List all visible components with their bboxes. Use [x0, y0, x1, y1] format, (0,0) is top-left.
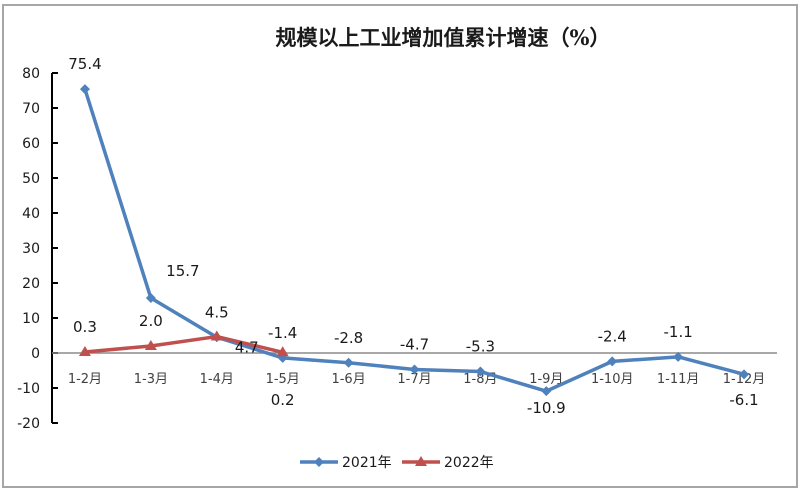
data-point-diamond — [607, 356, 618, 367]
x-tick-label: 1-6月 — [331, 372, 365, 387]
y-tick-label: 40 — [22, 206, 40, 222]
y-tick-label: 20 — [22, 276, 40, 292]
x-tick-label: 1-3月 — [134, 372, 168, 387]
data-label: 4.5 — [205, 303, 229, 321]
data-label: 4.7 — [235, 339, 259, 357]
data-point-diamond — [541, 386, 552, 397]
y-tick-label: 0 — [31, 346, 40, 362]
data-label: -10.9 — [527, 399, 566, 417]
data-point-diamond — [739, 369, 750, 380]
x-tick-label: 1-7月 — [397, 372, 431, 387]
y-tick-label: 80 — [22, 66, 40, 82]
legend-label: 2022年 — [444, 455, 494, 471]
series-line — [84, 334, 284, 355]
data-point-triangle — [276, 346, 289, 357]
data-label: -2.8 — [334, 329, 363, 347]
y-tick-label: 10 — [22, 311, 40, 327]
data-point-diamond — [343, 357, 354, 368]
legend[interactable]: 2021年 2022年 — [300, 455, 494, 471]
legend-item-2021年[interactable]: 2021年 — [300, 455, 392, 471]
y-tick-label: 60 — [22, 136, 40, 152]
data-label: 75.4 — [68, 55, 101, 73]
x-tick-label: 1-11月 — [657, 372, 700, 387]
data-point-triangle — [78, 345, 91, 356]
x-tick-label: 1-4月 — [200, 372, 234, 387]
data-labels: 75.4 15.7 4.5 -1.4 -2.8 -4.7 -5.3 -10.9 -2.4 -1.1… — [68, 55, 758, 417]
series-2022年 — [78, 330, 289, 357]
data-label: -4.7 — [400, 335, 429, 353]
data-point-triangle — [415, 456, 427, 466]
data-point-triangle — [144, 340, 157, 350]
data-label: 2.0 — [139, 312, 163, 330]
x-tick-label: 1-12月 — [723, 372, 766, 387]
series-layer — [78, 84, 750, 397]
y-tick-label: -20 — [17, 416, 40, 432]
x-tick-label: 1-10月 — [591, 372, 634, 387]
chart-title: 规模以上工业增加值累计增速（%） — [276, 25, 611, 50]
data-point-diamond — [673, 351, 684, 362]
data-label: 0.2 — [271, 391, 295, 409]
data-label: -5.3 — [466, 338, 495, 356]
axes: -20 -10 0 10 20 30 40 50 60 70 80 1-2月 1-3月 1-4月 1-5月 1… — [17, 66, 777, 432]
legend-label: 2021年 — [342, 455, 392, 471]
y-tick-label: 50 — [22, 171, 40, 187]
data-point-diamond — [79, 84, 90, 95]
x-tick-label: 1-5月 — [266, 372, 300, 387]
data-label: -2.4 — [598, 327, 627, 345]
data-point-diamond — [409, 364, 420, 375]
data-label: -1.1 — [663, 323, 692, 341]
y-tick-label: -10 — [17, 381, 40, 397]
data-label: 15.7 — [166, 262, 199, 280]
data-point-diamond — [475, 366, 486, 377]
data-label: 0.3 — [73, 318, 97, 336]
y-tick-label: 30 — [22, 241, 40, 257]
legend-item-2022年[interactable]: 2022年 — [402, 455, 494, 471]
x-tick-label: 1-9月 — [529, 372, 563, 387]
data-point-diamond — [145, 293, 156, 304]
data-point-diamond — [314, 457, 324, 467]
x-tick-label: 1-2月 — [68, 372, 102, 387]
y-tick-label: 70 — [22, 101, 40, 117]
data-point-triangle — [210, 330, 223, 341]
data-label: -1.4 — [268, 324, 297, 342]
data-label: -6.1 — [729, 391, 758, 409]
